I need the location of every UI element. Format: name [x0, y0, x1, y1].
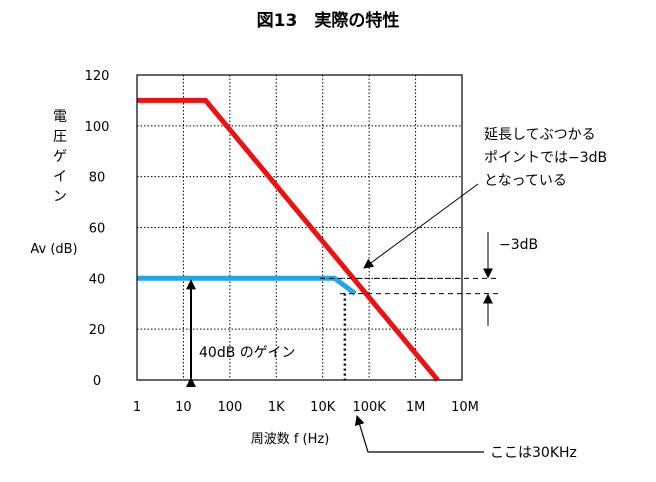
- corner-pointer-arrow: [354, 415, 484, 453]
- series-line-blue: [137, 275, 357, 296]
- y-tick-label: 100: [85, 120, 110, 135]
- x-tick-label: 1M: [406, 400, 426, 415]
- minus3db-label: −3dB: [499, 237, 538, 253]
- note-arrow: [363, 183, 479, 269]
- y-label-char-4: イ: [53, 169, 67, 185]
- series-layer: [137, 97, 440, 382]
- x-tick-label: 10K: [310, 400, 336, 415]
- chart-title: 図13 実際の特性: [257, 10, 400, 31]
- series-line-red: [137, 97, 440, 382]
- y-label-char-1: 電: [53, 109, 67, 125]
- y-tick-label: 120: [85, 69, 110, 84]
- x-tick-label: 1: [133, 400, 141, 415]
- x-tick-label: 10M: [451, 400, 479, 415]
- gain-label: 40dB のゲイン: [199, 345, 295, 361]
- y-tick-label: 20: [89, 323, 106, 338]
- y-tick-label: 60: [89, 222, 106, 237]
- y-label-unit: Av (dB): [30, 242, 77, 257]
- y-label-char-5: ン: [53, 189, 67, 205]
- x-tick-label: 100K: [352, 400, 386, 415]
- y-tick-label: 0: [93, 374, 101, 389]
- y-label-char-2: 圧: [53, 129, 67, 145]
- grid: [137, 75, 462, 380]
- tick-labels: 1 10 100 1K 10K 100K 1M 10M 0 20 40 60 80 100 120: [85, 69, 479, 415]
- x-tick-label: 10: [175, 400, 192, 415]
- note-line: となっている: [484, 173, 567, 189]
- y-tick-label: 40: [89, 272, 106, 287]
- y-axis-label: 電 圧 ゲ イ ン Av (dB): [30, 109, 77, 257]
- x-axis-label: 周波数 f (Hz): [251, 432, 330, 447]
- corner-label: ここは30KHz: [490, 445, 577, 461]
- x-tick-label: 1K: [268, 400, 285, 415]
- note-line: ポイントでは−3dB: [484, 150, 607, 166]
- plot-frame: [136, 74, 463, 381]
- x-tick-label: 100: [217, 400, 242, 415]
- note-line: 延長してぶつかる: [484, 127, 596, 143]
- y-label-char-3: ゲ: [53, 149, 67, 165]
- y-tick-label: 80: [89, 171, 106, 186]
